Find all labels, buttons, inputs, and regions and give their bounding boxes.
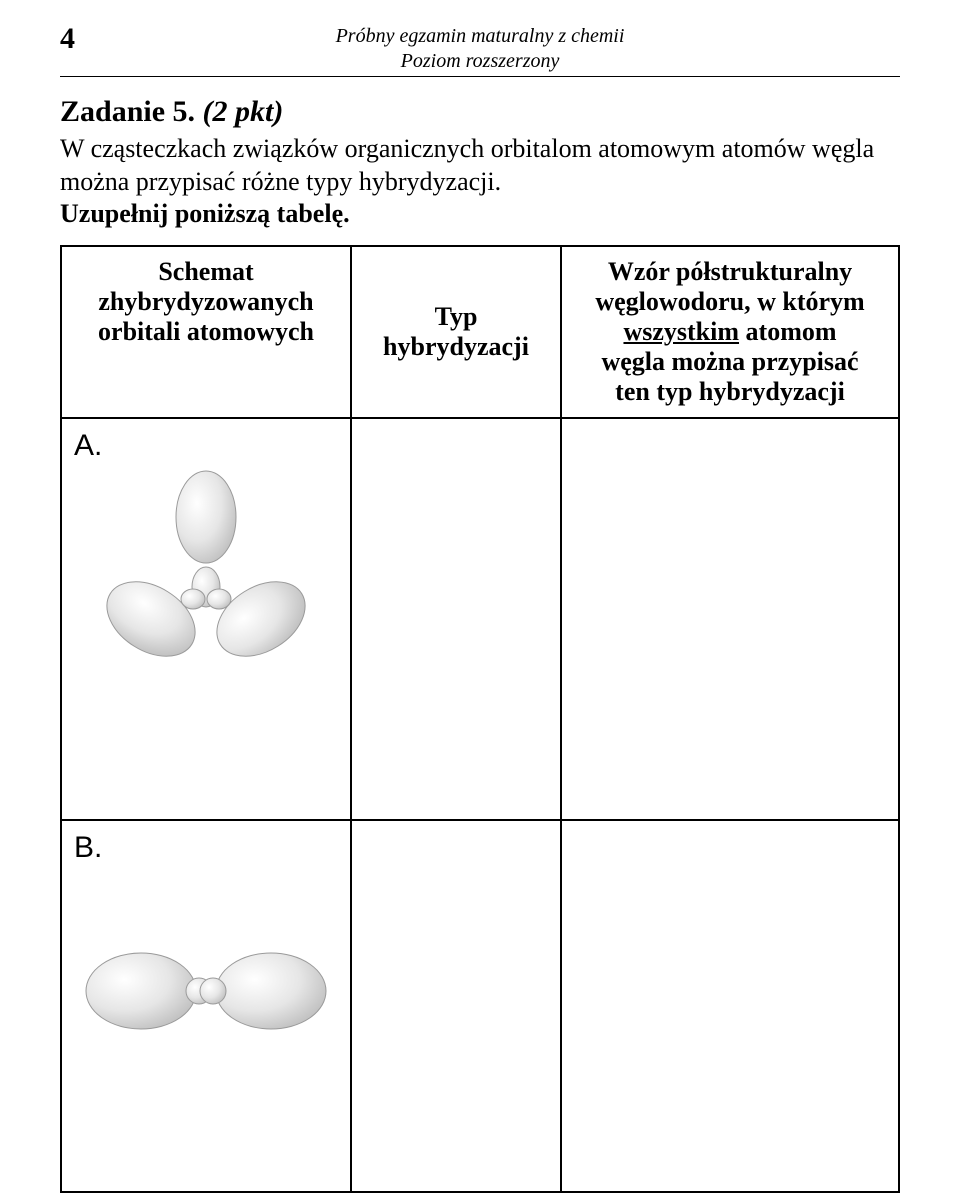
cell-a-formula (561, 418, 899, 820)
task-title: Zadanie 5. (60, 95, 195, 128)
cell-a-type (351, 418, 561, 820)
col3-header: Wzór półstrukturalny węglowodoru, w któr… (561, 246, 899, 418)
table-header-row: Schemat zhybrydyzowanych orbitali atomow… (61, 246, 899, 418)
task-points: (2 pkt) (203, 95, 284, 128)
cell-b-type (351, 820, 561, 1192)
orbital-sp-icon (81, 931, 331, 1051)
col3-header-l1: Wzór półstrukturalny (608, 257, 852, 286)
col3-header-l3-rest: atomom (739, 317, 836, 346)
orbital-a-wrap (74, 469, 338, 679)
cell-b-schematic: B. (61, 820, 351, 1192)
table-row-b: B. (61, 820, 899, 1192)
cell-a-schematic: A. (61, 418, 351, 820)
page-number: 4 (60, 24, 100, 54)
col2-header-l1: Typ (435, 302, 478, 331)
hybridization-table: Schemat zhybrydyzowanych orbitali atomow… (60, 245, 900, 1193)
page: 4 Próbny egzamin maturalny z chemii Pozi… (0, 0, 960, 1154)
header-line-1: Próbny egzamin maturalny z chemii (100, 24, 860, 49)
page-header: 4 Próbny egzamin maturalny z chemii Pozi… (60, 24, 900, 77)
col3-header-l5: ten typ hybrydyzacji (615, 377, 845, 406)
task-body-line1: W cząsteczkach związków organicznych orb… (60, 134, 874, 196)
col2-header-l2: hybrydyzacji (383, 332, 529, 361)
cell-b-formula (561, 820, 899, 1192)
col2-header: Typ hybrydyzacji (351, 246, 561, 418)
col1-header-l2: zhybrydyzowanych (98, 287, 313, 316)
col3-header-l2b: , w którym (744, 287, 865, 316)
task-heading: Zadanie 5. (2 pkt) (60, 95, 900, 129)
orbital-sp2-icon (91, 469, 321, 679)
row-b-label: B. (74, 831, 338, 871)
task-body: W cząsteczkach związków organicznych orb… (60, 133, 900, 231)
col1-header-l1: Schemat (158, 257, 253, 286)
header-center: Próbny egzamin maturalny z chemii Poziom… (100, 24, 860, 74)
col3-header-l2a: węglowodoru (595, 287, 744, 316)
col1-header: Schemat zhybrydyzowanych orbitali atomow… (61, 246, 351, 418)
col3-header-l3-underlined: wszystkim (623, 317, 739, 346)
orbital-b-wrap (74, 931, 338, 1051)
header-line-2: Poziom rozszerzony (100, 49, 860, 74)
col1-header-l3: orbitali atomowych (98, 317, 314, 346)
table-row-a: A. (61, 418, 899, 820)
task-instruction: Uzupełnij poniższą tabelę. (60, 199, 350, 228)
row-a-label: A. (74, 429, 338, 469)
col3-header-l4: węgla można przypisać (601, 347, 858, 376)
